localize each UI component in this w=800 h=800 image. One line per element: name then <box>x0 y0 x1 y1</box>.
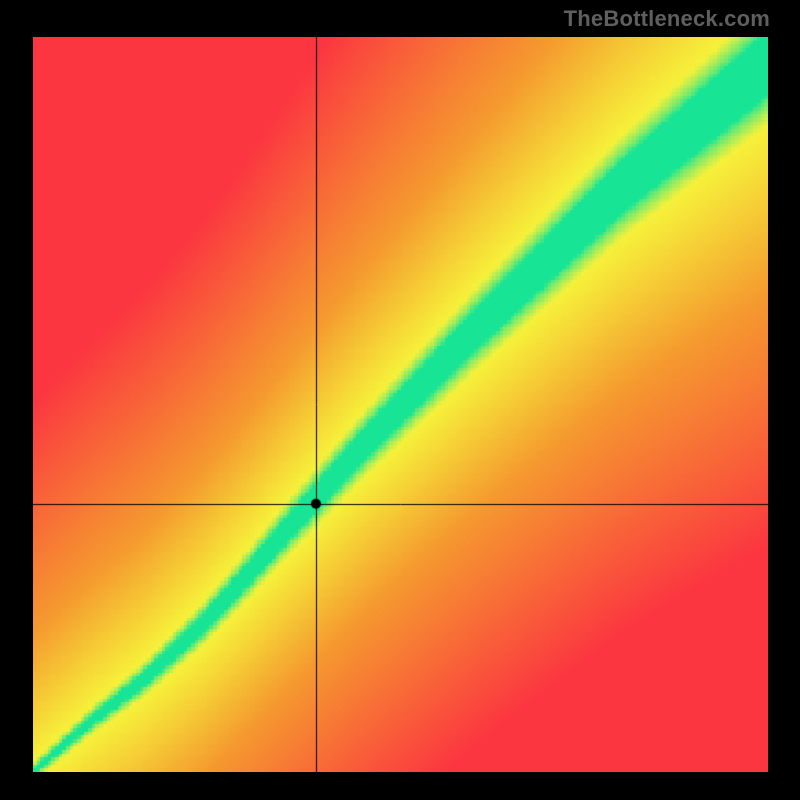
chart-frame: TheBottleneck.com <box>0 0 800 800</box>
watermark-text: TheBottleneck.com <box>564 6 770 32</box>
heatmap-canvas <box>33 37 768 772</box>
heatmap-plot <box>33 37 768 772</box>
